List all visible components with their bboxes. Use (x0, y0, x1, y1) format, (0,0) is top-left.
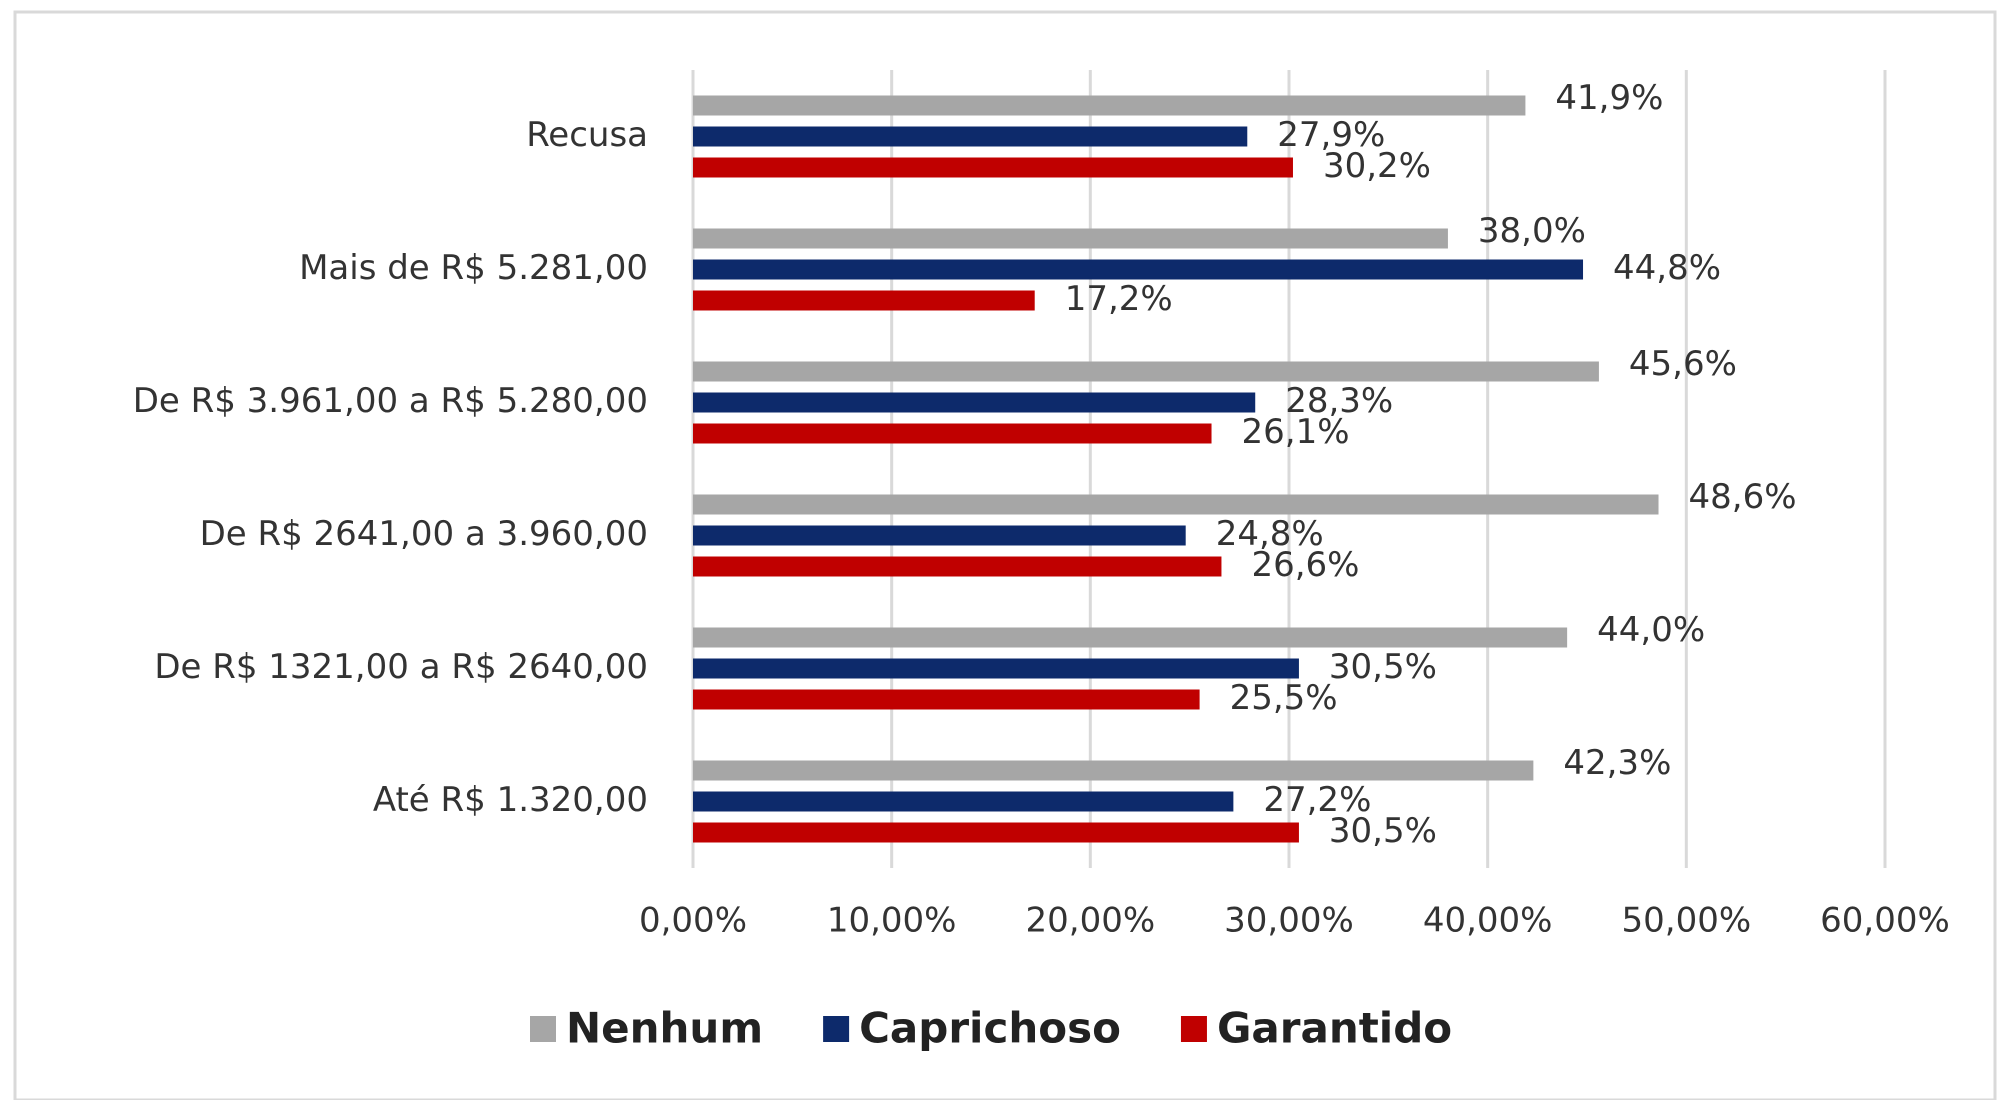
bar (693, 689, 1200, 710)
bar (693, 760, 1534, 781)
data-label: 30,5% (1329, 647, 1437, 687)
legend-label: Garantido (1217, 1004, 1452, 1053)
x-tick-label: 60,00% (1820, 901, 1950, 941)
bar (693, 126, 1248, 147)
x-tick-label: 20,00% (1026, 901, 1156, 941)
bar (693, 822, 1299, 843)
bar (693, 556, 1222, 577)
data-label: 24,8% (1216, 514, 1324, 554)
data-label: 41,9% (1555, 78, 1663, 118)
y-tick-label: De R$ 1321,00 a R$ 2640,00 (154, 647, 648, 687)
data-label: 38,0% (1478, 211, 1586, 251)
legend-swatch (1180, 1016, 1207, 1042)
bar (693, 525, 1186, 546)
data-label: 17,2% (1065, 279, 1173, 319)
bar (693, 791, 1234, 812)
y-tick-label: Mais de R$ 5.281,00 (299, 248, 648, 288)
chart-frame (13, 10, 1997, 1100)
bar (693, 259, 1584, 280)
data-label: 44,8% (1613, 248, 1721, 288)
data-label: 45,6% (1629, 344, 1737, 384)
x-tick-label: 50,00% (1622, 901, 1752, 941)
bar (693, 228, 1448, 249)
y-tick-label: Recusa (526, 115, 648, 155)
bar (693, 95, 1526, 116)
legend-swatch (530, 1016, 556, 1042)
data-label: 28,3% (1285, 381, 1393, 421)
data-label: 27,2% (1263, 780, 1371, 820)
data-label: 42,3% (1563, 743, 1671, 783)
data-label: 25,5% (1230, 678, 1338, 718)
bar (693, 658, 1299, 679)
bar (693, 392, 1256, 413)
x-tick-label: 10,00% (827, 901, 957, 941)
y-tick-label: De R$ 2641,00 a 3.960,00 (200, 514, 648, 554)
data-label: 30,5% (1329, 811, 1437, 851)
bar (693, 157, 1293, 178)
bar (693, 423, 1212, 444)
x-tick-label: 0,00% (639, 901, 747, 941)
bar (693, 494, 1659, 515)
legend-swatch (823, 1016, 850, 1042)
legend-label: Nenhum (566, 1004, 763, 1053)
x-tick-label: 40,00% (1423, 901, 1553, 941)
legend-label: Caprichoso (859, 1004, 1121, 1053)
data-label: 27,9% (1277, 115, 1385, 155)
y-tick-label: De R$ 3.961,00 a R$ 5.280,00 (133, 381, 648, 421)
data-label: 26,1% (1242, 412, 1350, 452)
data-label: 48,6% (1689, 477, 1797, 517)
bar (693, 627, 1568, 648)
x-tick-label: 30,00% (1224, 901, 1354, 941)
data-label: 30,2% (1323, 146, 1431, 186)
y-tick-label: Até R$ 1.320,00 (373, 780, 648, 820)
data-label: 44,0% (1597, 610, 1705, 650)
bar (693, 361, 1599, 382)
bar (693, 290, 1035, 311)
data-label: 26,6% (1251, 545, 1359, 585)
